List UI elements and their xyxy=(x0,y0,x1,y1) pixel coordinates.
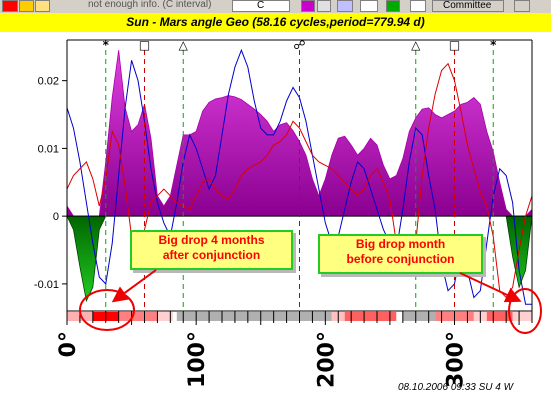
chart-area: * □ △ ☍ △ □ * 0.02 0.01 0 -0.01 0° 100° 200° 300° xyxy=(34,38,533,388)
y-tick-label-0: 0.02 xyxy=(38,76,59,88)
annotation-right-line1: Big drop month xyxy=(355,237,446,251)
band-segment-2 xyxy=(118,312,158,321)
aspect-glyph-4: △ xyxy=(411,38,421,52)
positive-area xyxy=(66,50,533,217)
aspect-glyph-0: * xyxy=(103,38,110,52)
round-tool-icon[interactable] xyxy=(19,0,34,12)
green-tool-icon[interactable] xyxy=(386,0,400,12)
aspect-glyph-3: ☍ xyxy=(293,38,305,52)
band-segment-8 xyxy=(396,312,403,321)
band-segment-5 xyxy=(176,312,332,321)
annotation-right-line2: before conjunction xyxy=(346,252,455,266)
red-square-icon[interactable] xyxy=(2,0,18,12)
committee-button[interactable]: Committee xyxy=(432,0,504,12)
copy-icon[interactable] xyxy=(410,0,426,12)
y-tick-label-1: 0.01 xyxy=(38,143,59,155)
band-segment-13 xyxy=(512,312,532,321)
aspect-glyph-6: * xyxy=(490,38,497,52)
band-segment-12 xyxy=(486,312,513,321)
folder-icon[interactable] xyxy=(35,0,50,12)
aspect-glyph-1: □ xyxy=(139,38,150,52)
status-text: not enough info. (C interval) xyxy=(88,0,212,10)
toolbar: not enough info. (C interval) C Committe… xyxy=(0,0,551,13)
y-tick-label-3: -0.01 xyxy=(34,279,59,291)
band-segment-3 xyxy=(157,312,173,321)
band-segment-4 xyxy=(172,312,177,321)
annotation-left-line1: Big drop 4 months xyxy=(158,233,265,247)
axes: 0.02 0.01 0 -0.01 0° 100° 200° 300° xyxy=(34,39,533,388)
chart-title: Sun - Mars angle Geo (58.16 cycles,perio… xyxy=(0,13,551,32)
x-tick-label-2: 200° xyxy=(314,331,339,388)
aspect-glyph-2: △ xyxy=(179,38,189,52)
combo-box[interactable]: C xyxy=(232,0,290,12)
magenta-arrow-icon[interactable] xyxy=(301,0,315,12)
band-segment-9 xyxy=(402,312,436,321)
aspect-glyph-5: □ xyxy=(449,38,460,52)
triangle-icon[interactable] xyxy=(317,0,331,12)
combo-value: C xyxy=(257,0,265,11)
committee-button-label: Committee xyxy=(443,0,492,11)
y-tick-label-2: 0 xyxy=(53,211,59,223)
grid-icon[interactable] xyxy=(337,0,353,12)
band-segment-7 xyxy=(344,312,397,321)
quit-icon[interactable] xyxy=(360,0,378,12)
annotation-left-line2: after conjunction xyxy=(162,248,261,262)
annotation-box-right: Big drop month before conjunction xyxy=(318,234,483,274)
footer-timestamp: 08.10.2006 09:33 SU 4 W xyxy=(398,382,514,393)
x-tick-label-0: 0° xyxy=(56,331,81,357)
x-tick-label-3: 300° xyxy=(444,331,469,388)
chevron-down-icon[interactable] xyxy=(514,0,530,12)
x-tick-label-1: 100° xyxy=(185,331,210,388)
annotation-box-left: Big drop 4 months after conjunction xyxy=(130,230,293,270)
